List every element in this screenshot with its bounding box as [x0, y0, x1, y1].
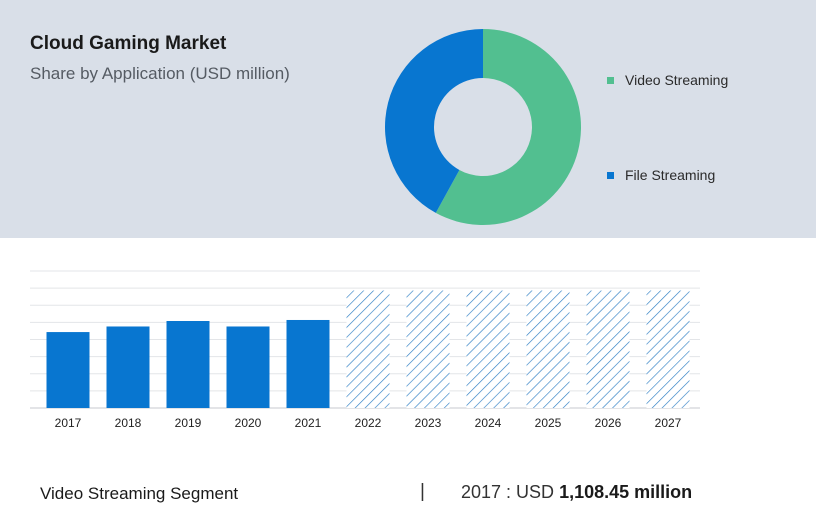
page-title: Cloud Gaming Market [30, 33, 227, 54]
bar-chart: 2017 2018 2019 2020 2021 2022 2023 2024 2025 2026… [30, 270, 700, 430]
page-subtitle: Share by Application (USD million) [30, 64, 290, 83]
forecast-bar-2026 [586, 290, 630, 408]
donut-slice-file-streaming [385, 29, 483, 213]
bar-2019 [166, 321, 210, 408]
forecast-bar-2022 [346, 290, 390, 408]
x-tick-label-2021: 2021 [295, 416, 322, 430]
legend-label-video-streaming: Video Streaming [625, 72, 729, 88]
forecast-bar-2025 [526, 290, 570, 408]
x-tick-label-2023: 2023 [415, 416, 442, 430]
legend-swatch-video-streaming [607, 76, 614, 84]
segment-value-amount: 1,108.45 million [559, 482, 693, 502]
legend-item-video-streaming: Video Streaming [607, 72, 728, 88]
x-tick-label-2024: 2024 [475, 416, 502, 430]
bar-2018 [106, 326, 150, 408]
segment-value: 2017 : USD 1,108.45 million [461, 482, 692, 503]
donut-slice-video-streaming [435, 29, 581, 225]
segment-label: Video Streaming Segment [40, 484, 239, 503]
bar-2021 [286, 319, 330, 408]
legend-label-file-streaming: File Streaming [625, 167, 716, 183]
footer-separator: | [420, 481, 425, 502]
x-tick-label-2022: 2022 [355, 416, 382, 430]
x-tick-label-2019: 2019 [175, 416, 202, 430]
x-tick-label-2018: 2018 [115, 416, 142, 430]
segment-year-prefix: 2017 : USD [461, 482, 555, 502]
forecast-bar-2027 [646, 290, 690, 408]
x-tick-label-2026: 2026 [595, 416, 622, 430]
forecast-bar-2023 [406, 290, 450, 408]
donut-chart [385, 29, 581, 225]
x-tick-label-2017: 2017 [55, 416, 82, 430]
x-tick-label-2025: 2025 [535, 416, 562, 430]
x-tick-label-2027: 2027 [655, 416, 682, 430]
bar-2020 [226, 326, 270, 408]
legend-item-file-streaming: File Streaming [607, 167, 715, 183]
forecast-bar-2024 [466, 290, 510, 408]
legend-swatch-file-streaming [607, 171, 614, 179]
x-tick-label-2020: 2020 [235, 416, 262, 430]
bar-2017 [46, 332, 90, 408]
